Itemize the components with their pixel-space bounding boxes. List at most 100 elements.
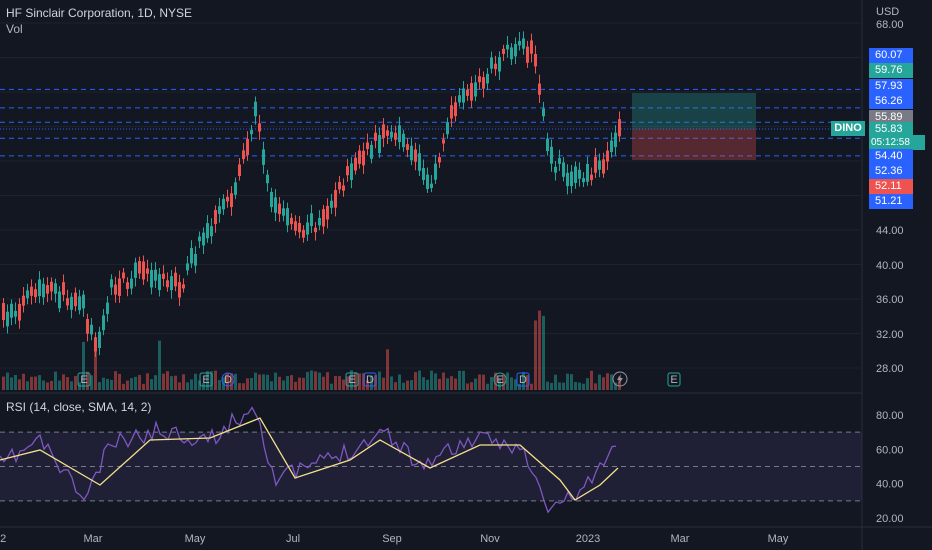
candle	[298, 223, 301, 233]
volume-bar	[530, 383, 533, 390]
volume-bar	[282, 380, 285, 390]
volume-bar	[150, 379, 153, 390]
candle	[558, 158, 561, 164]
price-tag[interactable]: 52.11	[869, 179, 913, 194]
candle	[110, 279, 113, 288]
candle	[562, 162, 565, 177]
volume-bar	[598, 374, 601, 390]
candle	[370, 144, 373, 159]
volume-bar	[562, 382, 565, 390]
candle	[482, 77, 485, 89]
candle	[402, 133, 405, 148]
volume-bar	[242, 383, 245, 390]
candle	[122, 272, 125, 279]
volume-bar	[46, 382, 49, 390]
price-tag[interactable]: 57.93	[869, 79, 913, 94]
candle	[22, 295, 25, 306]
volume-bar	[186, 382, 189, 390]
event-marker-d[interactable]	[516, 372, 530, 387]
volume-bar	[394, 382, 397, 390]
event-marker-e[interactable]	[345, 372, 359, 387]
price-tag[interactable]: 54.40	[869, 149, 913, 164]
candle	[418, 153, 421, 171]
candle	[154, 269, 157, 281]
volume-bar	[278, 376, 281, 390]
candle	[262, 149, 265, 165]
lightning-icon[interactable]	[612, 371, 628, 387]
candle	[466, 89, 469, 96]
volume-bar	[618, 376, 621, 390]
candle	[222, 198, 225, 210]
symbol-title[interactable]: HF Sinclair Corporation, 1D, NYSE	[6, 6, 193, 20]
candle	[522, 38, 525, 49]
event-marker-e[interactable]	[493, 372, 507, 387]
volume-bar	[538, 310, 541, 390]
candle	[174, 272, 177, 287]
candle	[510, 47, 513, 60]
volume-legend[interactable]: Vol	[6, 22, 23, 36]
volume-bar	[166, 371, 169, 390]
rsi-axis-tick: 20.00	[876, 513, 904, 525]
candle	[338, 182, 341, 190]
candle	[374, 132, 377, 141]
candle	[526, 46, 529, 63]
volume-bar	[102, 377, 105, 390]
price-axis-tick: 28.00	[876, 363, 904, 375]
candle	[422, 168, 425, 180]
candle	[214, 209, 217, 225]
event-marker-e[interactable]	[667, 372, 681, 387]
volume-bar	[434, 373, 437, 390]
candle	[286, 208, 289, 226]
price-tag[interactable]: 55.83	[869, 122, 913, 137]
price-tag[interactable]: 51.21	[869, 194, 913, 209]
volume-bar	[98, 382, 101, 390]
candle	[230, 193, 233, 208]
candle	[182, 284, 185, 289]
volume-bar	[310, 370, 313, 390]
volume-bar	[366, 380, 369, 390]
candle	[190, 248, 193, 264]
price-tag[interactable]: 56.26	[869, 94, 913, 109]
candle	[242, 150, 245, 160]
candle	[490, 57, 493, 69]
volume-bar	[446, 378, 449, 390]
event-marker-d[interactable]	[221, 372, 235, 387]
volume-bar	[570, 374, 573, 390]
candle	[346, 166, 349, 176]
price-tag[interactable]: 05:12:58	[869, 135, 925, 150]
candle	[210, 226, 213, 237]
volume-bar	[286, 375, 289, 390]
event-marker-e[interactable]	[199, 372, 213, 387]
volume-bar	[174, 375, 177, 390]
candle	[350, 163, 353, 181]
volume-bar	[154, 375, 157, 390]
volume-bar	[502, 374, 505, 390]
target-zone[interactable]	[632, 93, 756, 129]
price-tag[interactable]: 60.07	[869, 48, 913, 63]
rsi-legend[interactable]: RSI (14, close, SMA, 14, 2)	[6, 400, 152, 414]
volume-bar	[74, 376, 77, 390]
candle	[310, 213, 313, 227]
candle	[386, 130, 389, 136]
candle	[318, 217, 321, 226]
volume-bar	[554, 374, 557, 390]
candle	[426, 174, 429, 190]
volume-bar	[518, 383, 521, 390]
price-tag[interactable]: 55.89	[869, 110, 913, 125]
volume-bar	[490, 377, 493, 390]
volume-bar	[142, 383, 145, 390]
price-tag[interactable]: 59.76	[869, 63, 913, 78]
volume-bar	[486, 383, 489, 390]
event-marker-e[interactable]	[77, 372, 91, 387]
price-axis-tick: 40.00	[876, 260, 904, 272]
stop-zone[interactable]	[632, 129, 756, 160]
volume-bar	[610, 374, 613, 390]
price-tag[interactable]: 52.36	[869, 164, 913, 179]
volume-bar	[138, 374, 141, 390]
event-marker-d[interactable]	[363, 372, 377, 387]
event-marker-label: E	[670, 374, 677, 386]
volume-bar	[314, 371, 317, 390]
candle	[366, 142, 369, 149]
